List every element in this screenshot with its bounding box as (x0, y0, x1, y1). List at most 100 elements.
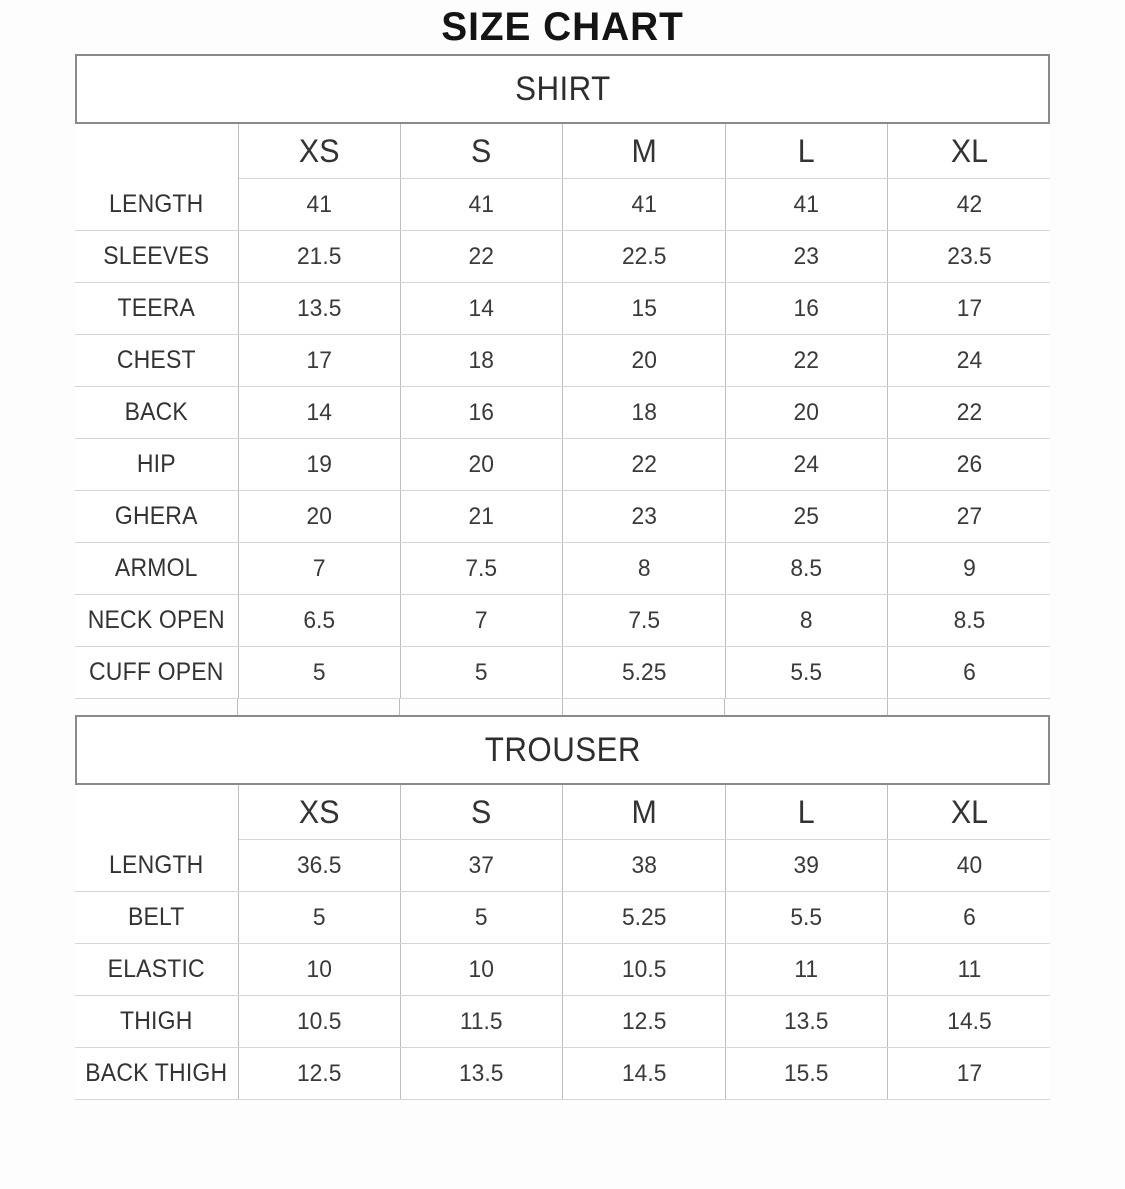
row-label-chest: CHEST (81, 334, 232, 387)
column-header-s-shirt: S (404, 124, 560, 179)
column-header-m-shirt: M (566, 124, 722, 179)
row-label-length: LENGTH (81, 178, 232, 231)
page-title: SIZE CHART (441, 5, 684, 49)
cell-trouser-length-l: 39 (729, 839, 884, 892)
cell-trouser-length-m: 38 (566, 839, 722, 892)
cell-sleeves-l: 23 (729, 230, 884, 283)
column-header-s-trouser: S (404, 785, 560, 840)
cell-length-xs: 41 (242, 178, 397, 231)
cell-back-thigh-l: 15.5 (729, 1047, 884, 1100)
cell-ghera-s: 21 (404, 490, 560, 543)
grid-stub-cell (400, 699, 563, 715)
column-header-xs-shirt: XS (242, 124, 397, 179)
cell-neck-open-xs: 6.5 (242, 594, 397, 647)
table-row: THIGH 10.5 11.5 12.5 13.5 14.5 (75, 995, 1050, 1048)
section-title-shirt: SHIRT (514, 69, 611, 108)
row-label-back-thigh: BACK THIGH (81, 1047, 232, 1100)
cell-thigh-xl: 14.5 (891, 995, 1046, 1048)
cell-sleeves-xl: 23.5 (891, 230, 1046, 283)
row-label-back: BACK (81, 386, 232, 439)
cell-cuff-open-xl: 6 (891, 646, 1046, 699)
size-table-trouser: XS S M L XL LENGTH 36.5 37 38 39 40 BELT… (75, 785, 1050, 1100)
cell-armol-m: 8 (566, 542, 722, 595)
cell-back-s: 16 (404, 386, 560, 439)
cell-belt-xl: 6 (891, 891, 1046, 944)
cell-armol-xl: 9 (891, 542, 1046, 595)
row-label-cuff-open: CUFF OPEN (81, 646, 232, 699)
table-row: LENGTH 41 41 41 41 42 (75, 178, 1050, 231)
column-header-l-trouser: L (729, 785, 884, 840)
cell-thigh-l: 13.5 (729, 995, 884, 1048)
section-band-shirt: SHIRT (75, 54, 1050, 124)
cell-neck-open-l: 8 (729, 594, 884, 647)
cell-chest-xs: 17 (242, 334, 397, 387)
cell-cuff-open-xs: 5 (242, 646, 397, 699)
table-row: BACK 14 16 18 20 22 (75, 386, 1050, 439)
cell-ghera-m: 23 (566, 490, 722, 543)
cell-thigh-s: 11.5 (404, 995, 560, 1048)
cell-elastic-s: 10 (404, 943, 560, 996)
column-header-xl-trouser: XL (891, 785, 1046, 840)
table-row: CUFF OPEN 5 5 5.25 5.5 6 (75, 646, 1050, 699)
row-label-armol: ARMOL (81, 542, 232, 595)
cell-teera-xs: 13.5 (242, 282, 397, 335)
cell-elastic-l: 11 (729, 943, 884, 996)
cell-back-thigh-s: 13.5 (404, 1047, 560, 1100)
column-header-m-trouser: M (566, 785, 722, 840)
table-row: NECK OPEN 6.5 7 7.5 8 8.5 (75, 594, 1050, 647)
table-row: GHERA 20 21 23 25 27 (75, 490, 1050, 543)
cell-teera-xl: 17 (891, 282, 1046, 335)
row-label-trouser-length: LENGTH (81, 839, 232, 892)
cell-back-l: 20 (729, 386, 884, 439)
cell-teera-m: 15 (566, 282, 722, 335)
row-label-neck-open: NECK OPEN (81, 594, 232, 647)
size-table-shirt: XS S M L XL LENGTH 41 41 41 41 42 SLEEVE… (75, 124, 1050, 699)
table-header-row-trouser: XS S M L XL (75, 785, 1050, 840)
table-row: HIP 19 20 22 24 26 (75, 438, 1050, 491)
grid-stub-shirt (75, 699, 1050, 715)
table-row: CHEST 17 18 20 22 24 (75, 334, 1050, 387)
cell-belt-s: 5 (404, 891, 560, 944)
cell-armol-s: 7.5 (404, 542, 560, 595)
cell-hip-xs: 19 (242, 438, 397, 491)
cell-length-l: 41 (729, 178, 884, 231)
cell-back-xl: 22 (891, 386, 1046, 439)
cell-sleeves-s: 22 (404, 230, 560, 283)
cell-teera-s: 14 (404, 282, 560, 335)
table-row: ARMOL 7 7.5 8 8.5 9 (75, 542, 1050, 595)
cell-back-m: 18 (566, 386, 722, 439)
cell-neck-open-s: 7 (404, 594, 560, 647)
table-row: BACK THIGH 12.5 13.5 14.5 15.5 17 (75, 1047, 1050, 1100)
cell-trouser-length-xs: 36.5 (242, 839, 397, 892)
cell-armol-l: 8.5 (729, 542, 884, 595)
section-band-trouser: TROUSER (75, 715, 1050, 785)
cell-cuff-open-m: 5.25 (566, 646, 722, 699)
cell-ghera-xl: 27 (891, 490, 1046, 543)
cell-elastic-xs: 10 (242, 943, 397, 996)
grid-stub-cell (238, 699, 401, 715)
cell-chest-xl: 24 (891, 334, 1046, 387)
cell-hip-xl: 26 (891, 438, 1046, 491)
cell-thigh-m: 12.5 (566, 995, 722, 1048)
grid-stub-cell (725, 699, 888, 715)
section-title-trouser: TROUSER (484, 730, 641, 769)
cell-hip-l: 24 (729, 438, 884, 491)
cell-trouser-length-xl: 40 (891, 839, 1046, 892)
cell-hip-m: 22 (566, 438, 722, 491)
cell-length-s: 41 (404, 178, 560, 231)
cell-ghera-xs: 20 (242, 490, 397, 543)
column-header-l-shirt: L (729, 124, 884, 179)
grid-stub-cell (75, 699, 238, 715)
cell-chest-l: 22 (729, 334, 884, 387)
cell-cuff-open-l: 5.5 (729, 646, 884, 699)
cell-sleeves-m: 22.5 (566, 230, 722, 283)
cell-belt-m: 5.25 (566, 891, 722, 944)
table-corner-cell-trouser (79, 785, 235, 840)
row-label-sleeves: SLEEVES (81, 230, 232, 283)
cell-back-thigh-m: 14.5 (566, 1047, 722, 1100)
cell-hip-s: 20 (404, 438, 560, 491)
table-header-row-shirt: XS S M L XL (75, 124, 1050, 179)
column-header-xl-shirt: XL (891, 124, 1046, 179)
cell-back-thigh-xl: 17 (891, 1047, 1046, 1100)
